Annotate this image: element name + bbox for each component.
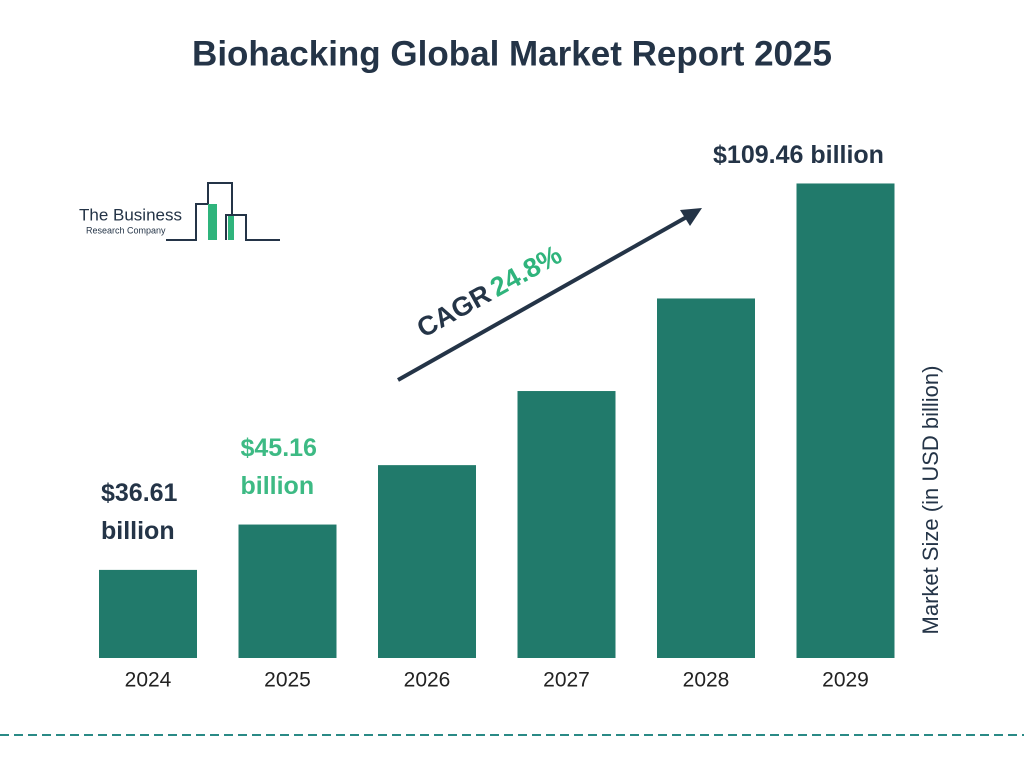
bar [378, 465, 476, 658]
bar [796, 183, 895, 659]
x-tick-label: 2025 [264, 669, 311, 692]
cagr-arrowhead [680, 208, 702, 226]
value-label: $36.61 billion [101, 478, 178, 545]
value-label: $45.16 billion [240, 433, 317, 500]
x-tick-label: 2029 [822, 669, 869, 692]
chart-title: Biohacking Global Market Report 2025 [192, 34, 832, 73]
logo: The Business Research Company [79, 182, 280, 241]
y-axis-label: Market Size (in USD billion) [918, 366, 943, 635]
bar [657, 298, 755, 658]
value-label-box: $36.61 billion [101, 478, 178, 545]
bar [238, 524, 337, 658]
value-label: $109.46 billion [713, 141, 884, 169]
logo-text: The Business [79, 205, 182, 224]
x-tick-label: 2027 [543, 669, 590, 692]
x-tick-label: 2026 [404, 669, 451, 692]
x-tick-label: 2024 [125, 669, 172, 692]
logo-bar [208, 204, 217, 240]
bar [517, 391, 616, 658]
logo-bar [228, 216, 234, 240]
logo-outline [166, 182, 280, 241]
cagr-arrow [397, 212, 693, 382]
logo-subtext: Research Company [86, 225, 166, 235]
x-tick-label: 2028 [683, 669, 730, 692]
value-label-box: $45.16 billion [240, 433, 317, 500]
bar [99, 569, 197, 658]
